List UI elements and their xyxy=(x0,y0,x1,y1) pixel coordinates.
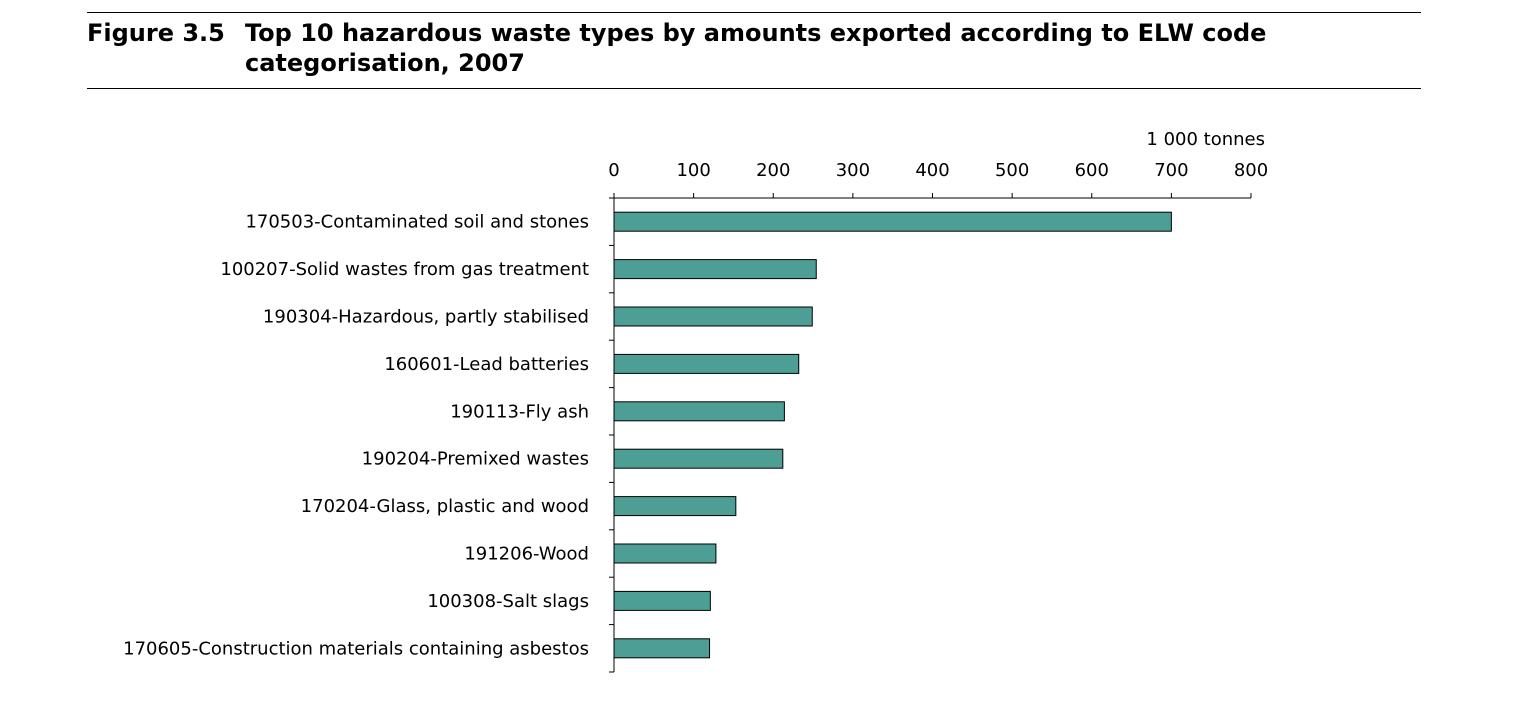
category-label: 190113-Fly ash xyxy=(450,401,589,422)
bar xyxy=(613,496,737,517)
x-tick-label: 200 xyxy=(756,160,790,181)
figure-number: Figure 3.5 xyxy=(87,19,225,47)
category-label: 170204-Glass, plastic and wood xyxy=(301,496,589,517)
category-label: 170503-Contaminated soil and stones xyxy=(245,212,589,233)
x-tick-label: 700 xyxy=(1154,160,1188,181)
title-bottom-rule xyxy=(87,88,1421,89)
x-tick-label: 0 xyxy=(608,160,619,181)
category-label: 100207-Solid wastes from gas treatment xyxy=(220,259,589,280)
bar xyxy=(613,353,800,374)
bar xyxy=(613,543,717,564)
bar xyxy=(613,211,1172,232)
unit-label: 1 000 tonnes xyxy=(1146,129,1265,150)
figure-title-text: Top 10 hazardous waste types by amounts … xyxy=(245,19,1267,77)
bar xyxy=(613,590,711,611)
category-label: 191206-Wood xyxy=(464,544,589,565)
category-label: 170605-Construction materials containing… xyxy=(123,638,589,659)
bar xyxy=(613,306,813,327)
bar xyxy=(613,259,817,280)
category-label: 190304-Hazardous, partly stabilised xyxy=(263,307,589,328)
x-tick-label: 100 xyxy=(676,160,710,181)
bar xyxy=(613,401,785,422)
bar xyxy=(613,638,711,659)
x-tick-label: 500 xyxy=(995,160,1029,181)
bar xyxy=(613,448,784,469)
category-label: 190204-Premixed wastes xyxy=(362,449,589,470)
x-tick-label: 400 xyxy=(915,160,949,181)
category-label: 100308-Salt slags xyxy=(427,591,589,612)
title-top-rule xyxy=(87,12,1421,13)
category-label: 160601-Lead batteries xyxy=(384,354,589,375)
x-tick-label: 300 xyxy=(836,160,870,181)
x-tick-label: 600 xyxy=(1075,160,1109,181)
x-tick-label: 800 xyxy=(1234,160,1268,181)
